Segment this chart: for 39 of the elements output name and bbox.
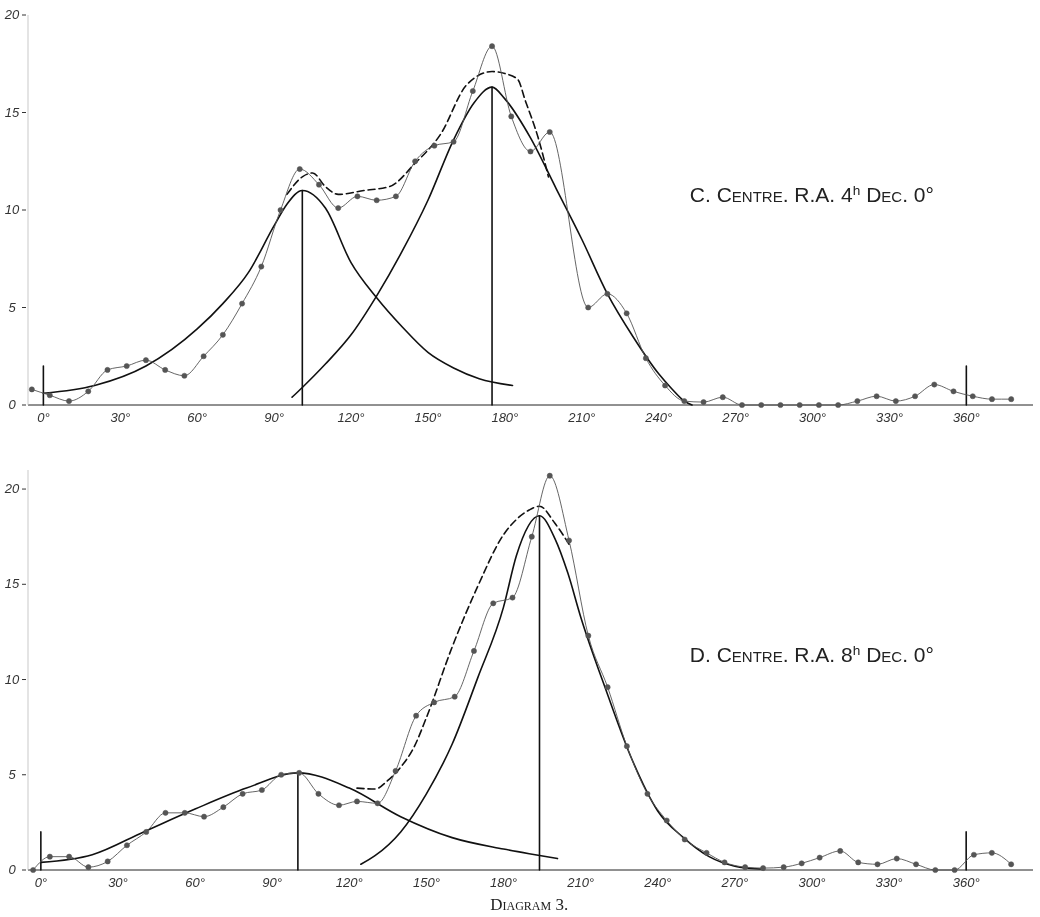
- x-tick-label: 120°: [335, 875, 363, 890]
- x-tick-label: 30°: [108, 875, 128, 890]
- y-tick-label: 10: [4, 671, 20, 687]
- x-tick-label: 180°: [490, 875, 517, 890]
- annotation: C. Centre. R.A. 4$^{h}$ Dec. 0°: [689, 182, 934, 207]
- y-tick-label: 10: [4, 202, 20, 217]
- x-tick-label: 240°: [643, 875, 672, 890]
- y-tick-label: 0: [8, 397, 17, 412]
- x-tick-label: 210°: [566, 875, 595, 890]
- y-tick-label: 5: [8, 766, 17, 782]
- y-tick-label: 20: [3, 7, 20, 22]
- text: Diagram 3.: [490, 895, 569, 914]
- x-tick-label: 60°: [185, 875, 205, 890]
- x-tick-label: 120°: [337, 410, 365, 425]
- x-tick-label: 0°: [37, 410, 50, 425]
- x-tick-label: 30°: [110, 410, 131, 425]
- y-tick-label: 0: [8, 862, 17, 877]
- x-tick-label: 300°: [799, 410, 826, 425]
- x-tick-label: 90°: [264, 410, 284, 425]
- annotation: D. Centre. R.A. 8$^{h}$ Dec. 0°: [689, 642, 934, 666]
- y-tick-label: 20: [3, 481, 20, 497]
- x-tick-label: 270°: [721, 410, 750, 425]
- x-tick-label: 300°: [798, 875, 826, 890]
- x-tick-label: 210°: [567, 410, 596, 425]
- y-tick-label: 5: [8, 299, 17, 315]
- x-tick-label: 330°: [875, 875, 903, 890]
- x-tick-label: 60°: [187, 410, 208, 425]
- y-tick-label: 15: [4, 576, 20, 592]
- x-tick-label: 360°: [952, 410, 980, 425]
- x-tick-label: 150°: [414, 410, 442, 425]
- x-tick-label: 0°: [34, 875, 48, 890]
- y-tick-label: 15: [4, 104, 20, 120]
- x-tick-label: 240°: [644, 410, 673, 425]
- x-tick-label: 330°: [875, 410, 903, 425]
- x-tick-label: 150°: [412, 875, 440, 890]
- x-tick-label: 90°: [262, 875, 283, 890]
- x-tick-label: 180°: [491, 410, 519, 425]
- x-tick-label: 360°: [952, 875, 980, 890]
- x-tick-label: 270°: [720, 875, 749, 890]
